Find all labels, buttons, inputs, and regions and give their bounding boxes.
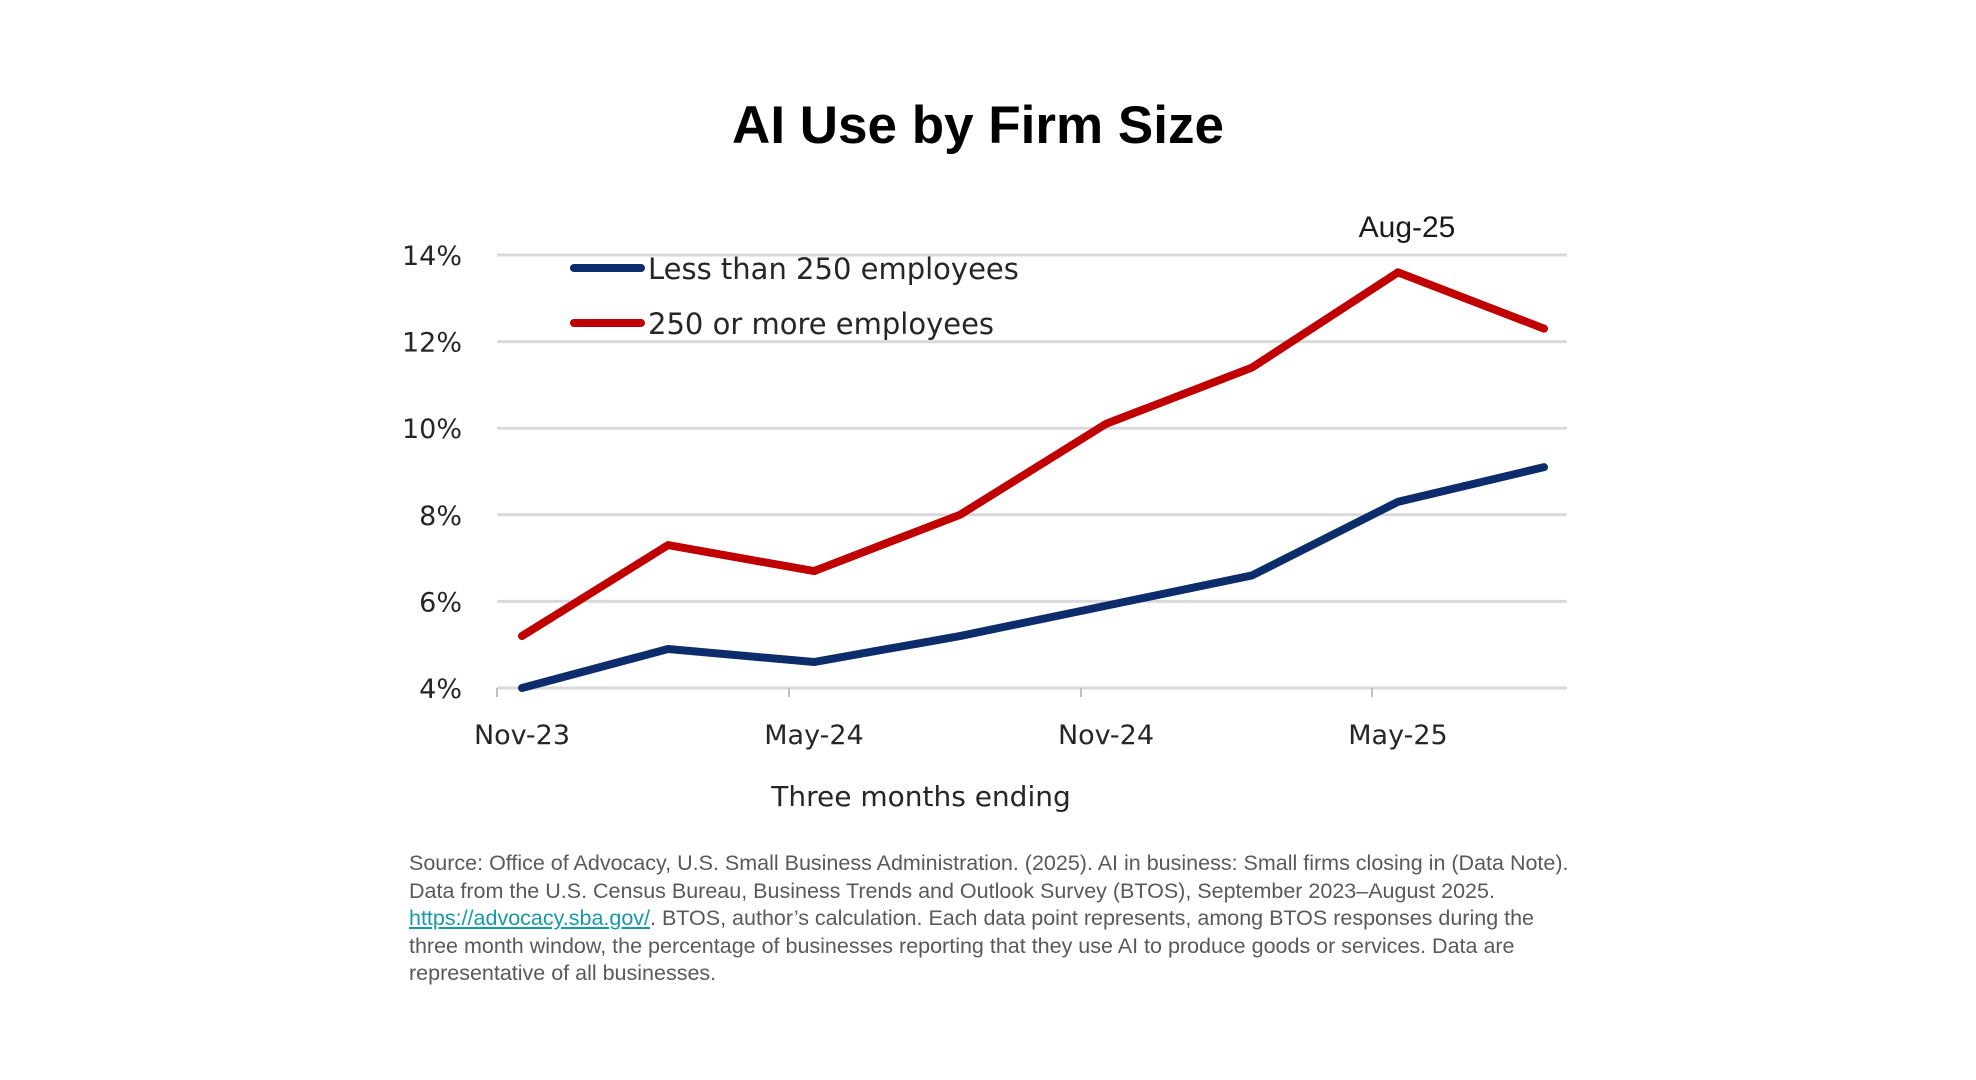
- x-axis-title: Three months ending: [770, 780, 1071, 813]
- source-link[interactable]: https://advocacy.sba.gov/: [409, 906, 651, 930]
- y-tick-label: 4%: [419, 674, 462, 705]
- legend-label: 250 or more employees: [648, 307, 994, 341]
- x-tick-label: Nov-24: [1058, 720, 1154, 751]
- annotation-aug-25: Aug-25: [1359, 211, 1456, 244]
- source-note: Source: Office of Advocacy, U.S. Small B…: [409, 850, 1569, 988]
- y-tick-label: 14%: [402, 241, 462, 272]
- y-tick-label: 10%: [402, 414, 462, 445]
- series-line-less-than-250: [518, 463, 1548, 692]
- source-text-continued: . BTOS, author’s calculation. Each data …: [409, 906, 1535, 985]
- x-axis: Nov-23 May-24 Nov-24 May-25: [474, 688, 1448, 751]
- y-tick-label: 8%: [419, 501, 462, 532]
- chart-title: AI Use by Firm Size: [732, 96, 1224, 155]
- gridlines: [497, 253, 1567, 690]
- legend: Less than 250 employees 250 or more emplo…: [570, 252, 1019, 341]
- x-tick-label: May-24: [764, 720, 863, 751]
- series-line-250-or-more: [518, 268, 1548, 641]
- legend-label: Less than 250 employees: [648, 252, 1019, 286]
- x-tick-label: May-25: [1348, 720, 1447, 751]
- source-text: Source: Office of Advocacy, U.S. Small B…: [409, 851, 1569, 903]
- y-axis-tick-labels: 4% 6% 8% 10% 12% 14%: [402, 241, 462, 705]
- y-tick-label: 12%: [402, 328, 462, 359]
- series-lines: [518, 268, 1548, 692]
- y-tick-label: 6%: [419, 587, 462, 618]
- x-tick-label: Nov-23: [474, 720, 570, 751]
